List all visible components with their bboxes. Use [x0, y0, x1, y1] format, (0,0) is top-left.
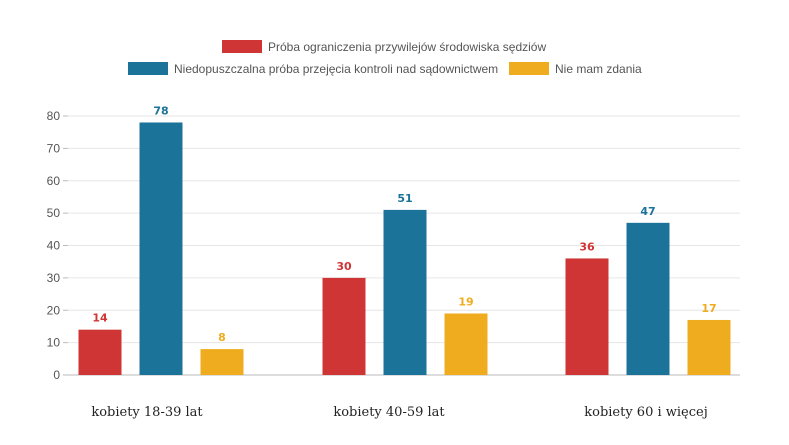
data-label: 78 — [153, 104, 168, 117]
bar-series-1-cat-2 — [322, 277, 366, 375]
x-category-label: kobiety 18-39 lat — [91, 405, 203, 420]
y-axis: 0 10 20 30 40 50 60 70 80 — [47, 109, 68, 382]
y-tick-label: 60 — [47, 174, 61, 188]
bar-series-2-cat-2 — [383, 209, 427, 375]
data-label: 51 — [397, 192, 412, 205]
bar-series-2-cat-3 — [626, 222, 670, 375]
legend-item-1[interactable]: Próba ograniczenia przywilejów środowisk… — [222, 40, 546, 54]
bar-series-1-cat-3 — [565, 258, 609, 375]
data-labels: 14 78 8 30 51 19 36 47 17 — [92, 104, 716, 344]
y-tick-label: 80 — [47, 109, 61, 123]
bar-series-3-cat-1 — [200, 349, 244, 375]
data-label: 36 — [579, 240, 595, 253]
legend-swatch — [128, 62, 168, 75]
data-label: 30 — [336, 260, 352, 273]
y-tick-label: 30 — [47, 271, 61, 285]
y-tick-label: 10 — [47, 336, 61, 350]
x-axis: kobiety 18-39 lat kobiety 40-59 lat kobiet… — [91, 405, 707, 420]
bars — [78, 122, 731, 375]
y-tick-label: 70 — [47, 141, 61, 155]
y-tick-label: 20 — [47, 303, 61, 317]
data-label: 19 — [458, 295, 473, 308]
data-label: 14 — [92, 312, 108, 325]
bar-series-1-cat-1 — [78, 329, 122, 375]
data-label: 8 — [218, 331, 226, 344]
x-category-label: kobiety 60 i więcej — [584, 405, 708, 420]
bar-series-3-cat-3 — [687, 319, 731, 375]
legend-item-2[interactable]: Niedopuszczalna próba przejęcia kontroli… — [128, 62, 498, 76]
legend-label: Nie mam zdania — [555, 62, 642, 76]
y-tick-label: 40 — [47, 239, 61, 253]
data-label: 17 — [701, 302, 716, 315]
legend-item-3[interactable]: Nie mam zdania — [509, 62, 642, 76]
y-tick-label: 50 — [47, 206, 61, 220]
legend: Próba ograniczenia przywilejów środowisk… — [128, 40, 642, 76]
legend-swatch — [222, 40, 262, 53]
data-label: 47 — [640, 205, 655, 218]
legend-swatch — [509, 62, 549, 75]
bar-series-2-cat-1 — [139, 122, 183, 375]
legend-label: Niedopuszczalna próba przejęcia kontroli… — [174, 62, 498, 76]
x-category-label: kobiety 40-59 lat — [333, 405, 445, 420]
legend-label: Próba ograniczenia przywilejów środowisk… — [268, 40, 546, 54]
y-tick-label: 0 — [53, 368, 60, 382]
bar-series-3-cat-2 — [444, 313, 488, 375]
